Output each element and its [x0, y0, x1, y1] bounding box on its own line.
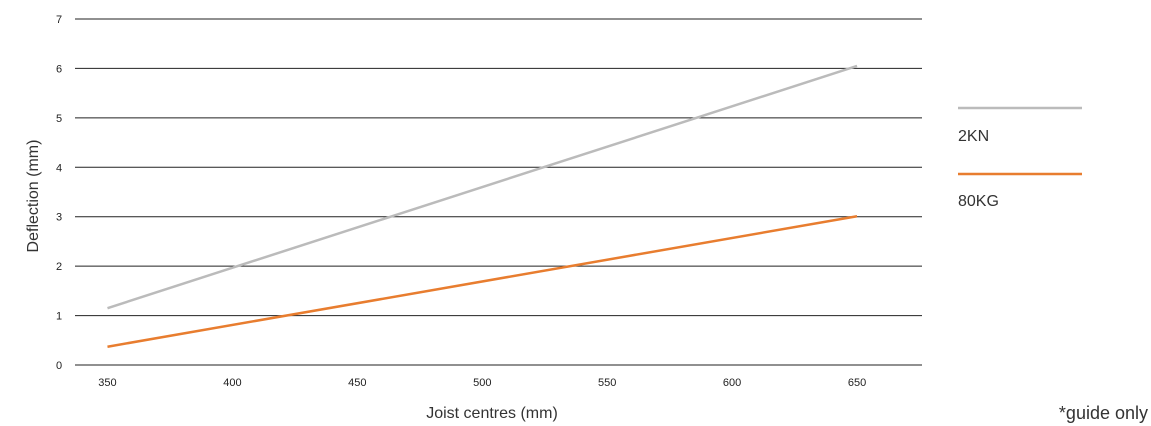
y-tick-label: 5: [56, 113, 62, 125]
x-tick-label: 500: [473, 377, 491, 389]
y-tick-label: 2: [56, 261, 62, 273]
x-axis-title: Joist centres (mm): [426, 405, 558, 422]
series-line-80kg: [107, 214, 858, 348]
y-tick-label: 1: [56, 311, 62, 323]
y-tick-label: 0: [56, 360, 62, 372]
y-tick-label: 7: [56, 14, 62, 26]
x-tick-label: 350: [98, 377, 116, 389]
legend-label-80kg: 80KG: [958, 193, 999, 210]
guide-note: *guide only: [1059, 403, 1148, 423]
legend-label-2kn: 2KN: [958, 128, 989, 145]
series-lines: [107, 64, 858, 348]
x-tick-label: 450: [348, 377, 366, 389]
x-tick-label: 650: [848, 377, 866, 389]
y-tick-label: 3: [56, 212, 62, 224]
y-tick-label: 6: [56, 63, 62, 75]
x-tick-labels: 350 400 450 500 550 600 650: [98, 377, 866, 389]
y-tick-label: 4: [56, 162, 62, 174]
grid-lines: [75, 18, 922, 366]
legend: 2KN 80KG: [958, 106, 1082, 210]
x-tick-label: 400: [223, 377, 241, 389]
x-tick-label: 600: [723, 377, 741, 389]
series-line-2kn: [107, 64, 858, 310]
y-axis-title: Deflection (mm): [25, 140, 42, 253]
x-tick-label: 550: [598, 377, 616, 389]
y-tick-labels: 0 1 2 3 4 5 6 7: [56, 14, 62, 372]
